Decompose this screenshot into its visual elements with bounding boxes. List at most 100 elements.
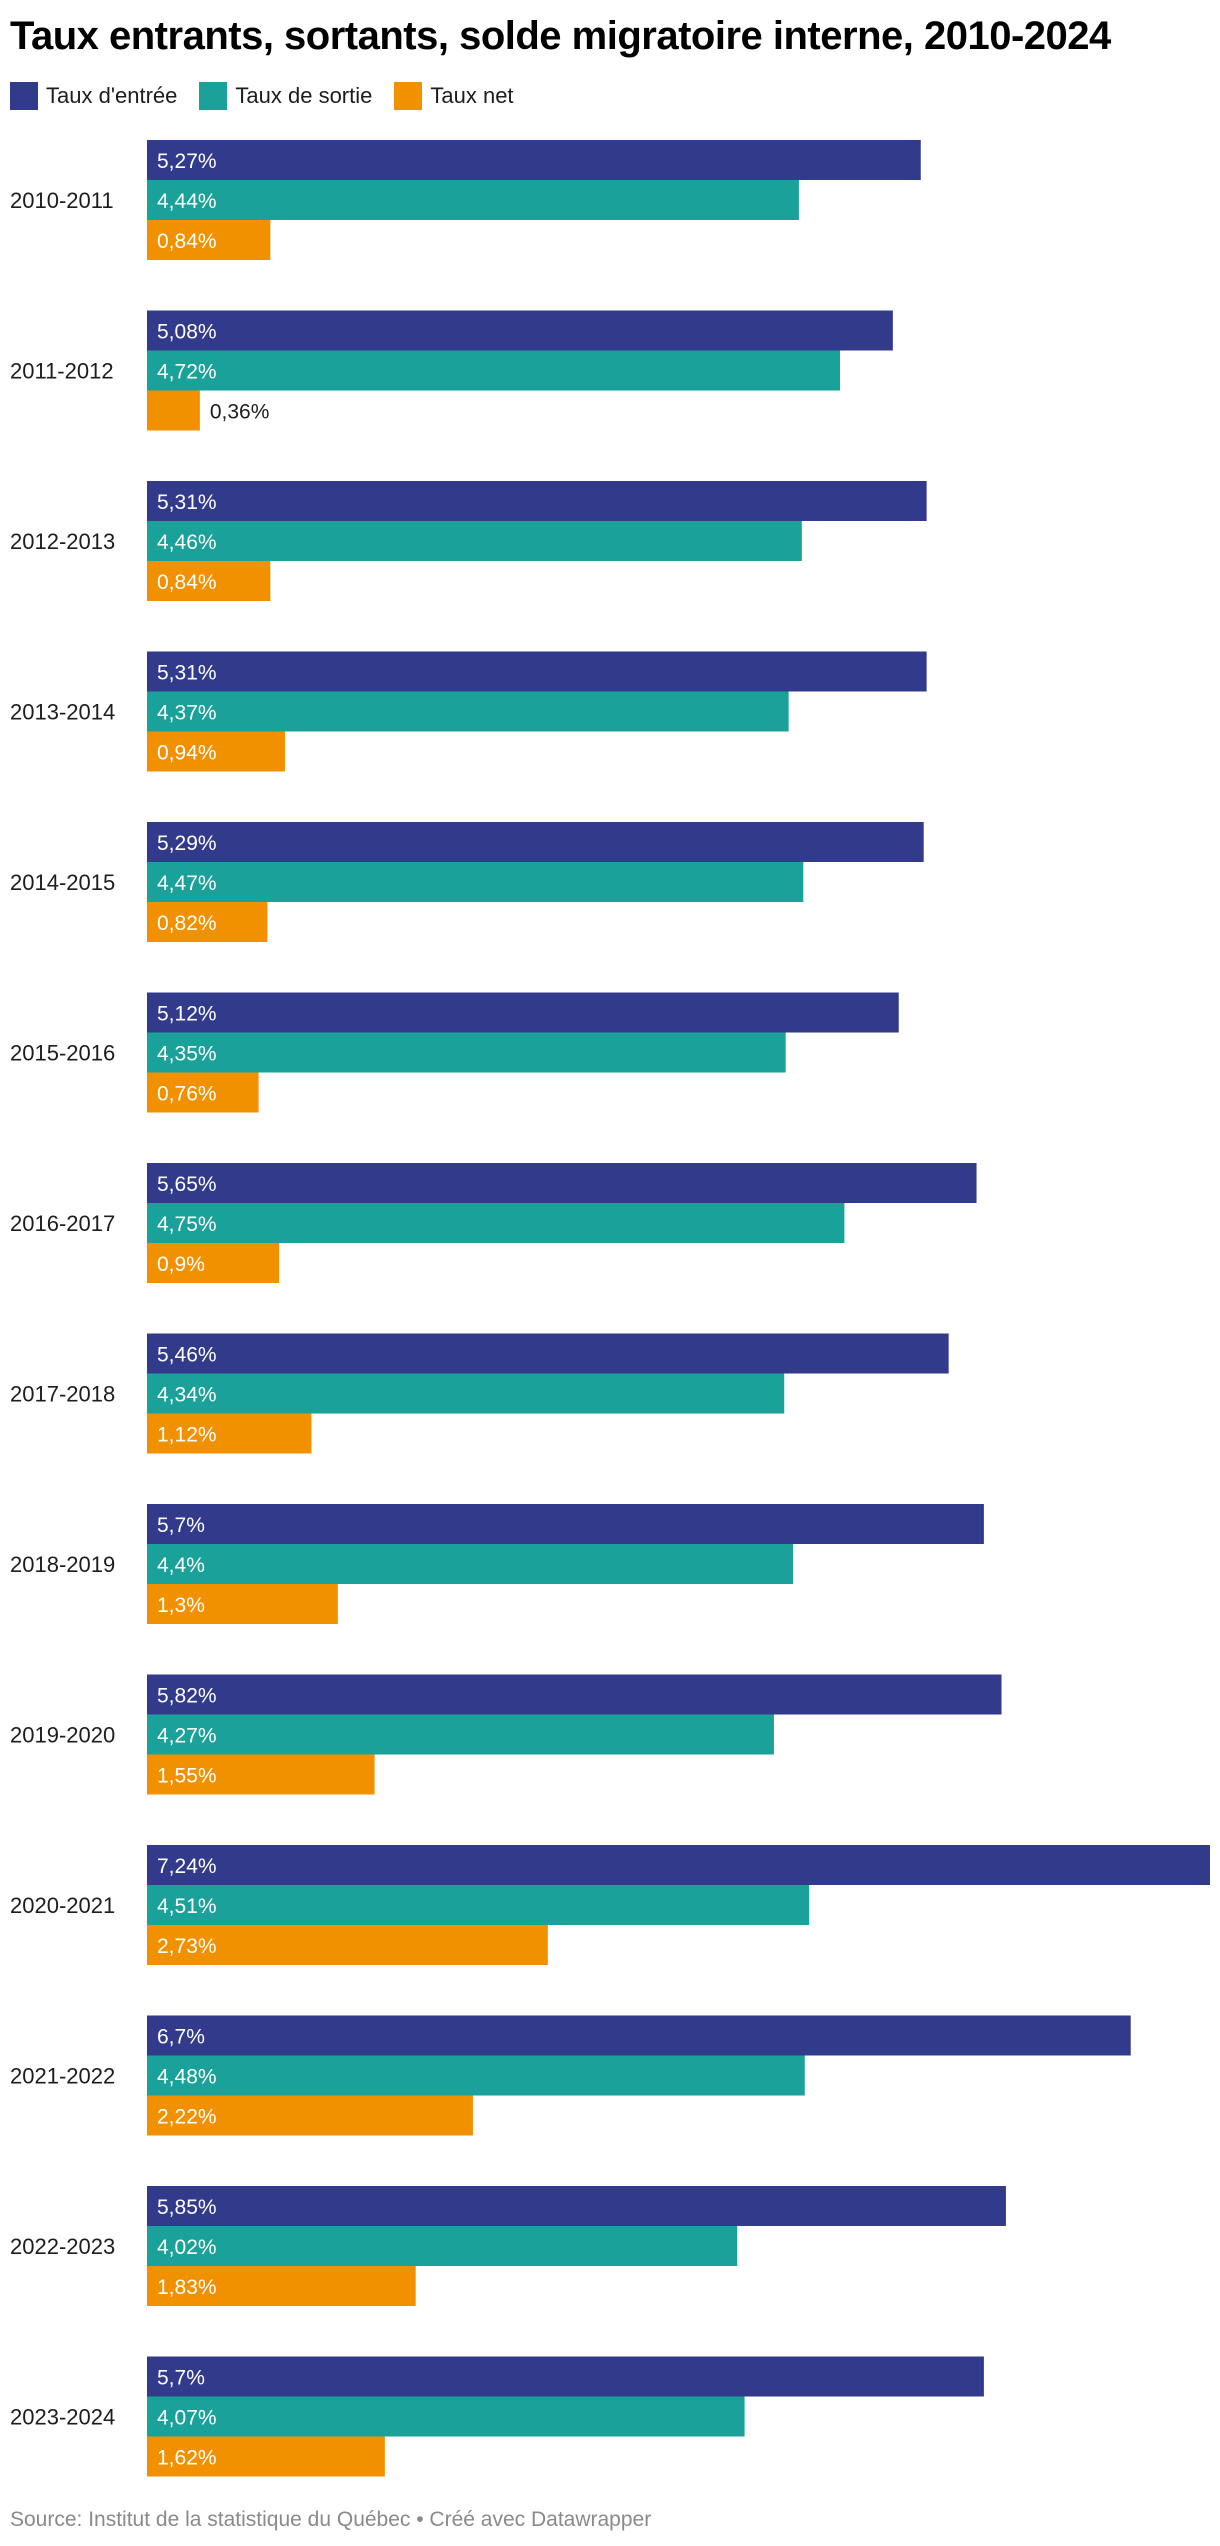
data-label-entree: 5,08% bbox=[157, 321, 217, 344]
data-label-net: 1,3% bbox=[157, 1594, 205, 1617]
bar-net-2015-2016 bbox=[147, 1072, 259, 1113]
bar-sortie-2015-2016 bbox=[147, 1032, 786, 1073]
data-label-sortie: 4,35% bbox=[157, 1043, 217, 1066]
category-label: 2015-2016 bbox=[10, 1041, 115, 1066]
bar-group-2010-2011: 2010-2011 5,27% 4,44% 0,84% bbox=[10, 140, 921, 260]
bar-net-2014-2015 bbox=[147, 902, 268, 942]
data-label-net: 0,84% bbox=[157, 230, 217, 253]
data-label-net: 1,62% bbox=[157, 2447, 217, 2470]
data-label-entree: 5,7% bbox=[157, 1514, 205, 1537]
data-label-entree: 5,31% bbox=[157, 491, 217, 514]
bar-sortie-2010-2011 bbox=[147, 180, 799, 220]
data-label-net: 0,9% bbox=[157, 1253, 205, 1276]
bar-sortie-2012-2013 bbox=[147, 521, 802, 561]
bar-group-2018-2019: 2018-2019 5,7% 4,4% 1,3% bbox=[10, 1504, 984, 1624]
bar-net-2017-2018 bbox=[147, 1413, 312, 1454]
category-label: 2022-2023 bbox=[10, 2234, 115, 2259]
bar-group-2016-2017: 2016-2017 5,65% 4,75% 0,9% bbox=[10, 1163, 977, 1283]
data-label-net: 1,55% bbox=[157, 1765, 217, 1788]
bar-entree-2013-2014 bbox=[147, 651, 927, 692]
bar-group-2019-2020: 2019-2020 5,82% 4,27% 1,55% bbox=[10, 1674, 1002, 1795]
bar-group-2015-2016: 2015-2016 5,12% 4,35% 0,76% bbox=[10, 992, 899, 1113]
data-label-net: 0,36% bbox=[210, 401, 270, 424]
legend-item-entree: Taux d'entrée bbox=[10, 82, 177, 110]
bar-group-2022-2023: 2022-2023 5,85% 4,02% 1,83% bbox=[10, 2186, 1006, 2306]
category-label: 2023-2024 bbox=[10, 2405, 115, 2430]
bar-net-2021-2022 bbox=[147, 2095, 473, 2136]
bar-sortie-2021-2022 bbox=[147, 2055, 805, 2096]
legend: Taux d'entrée Taux de sortie Taux net bbox=[10, 82, 514, 110]
data-label-net: 2,22% bbox=[157, 2106, 217, 2129]
data-label-entree: 5,46% bbox=[157, 1344, 217, 1367]
bar-group-2023-2024: 2023-2024 5,7% 4,07% 1,62% bbox=[10, 2356, 984, 2477]
data-label-sortie: 4,37% bbox=[157, 702, 217, 725]
legend-swatch-sortie bbox=[199, 82, 228, 110]
bar-entree-2019-2020 bbox=[147, 1674, 1002, 1715]
data-label-net: 0,84% bbox=[157, 571, 217, 594]
bar-entree-2018-2019 bbox=[147, 1504, 984, 1544]
bar-net-2023-2024 bbox=[147, 2436, 385, 2477]
data-label-net: 0,82% bbox=[157, 912, 217, 935]
data-label-entree: 7,24% bbox=[157, 1855, 217, 1878]
data-label-entree: 5,29% bbox=[157, 832, 217, 855]
data-label-sortie: 4,51% bbox=[157, 1895, 217, 1918]
legend-item-net: Taux net bbox=[394, 82, 514, 110]
category-label: 2021-2022 bbox=[10, 2064, 115, 2089]
legend-swatch-net bbox=[394, 82, 423, 110]
source-note: Source: Institut de la statistique du Qu… bbox=[10, 2508, 652, 2531]
bar-entree-2020-2021 bbox=[147, 1845, 1210, 1885]
legend-item-sortie: Taux de sortie bbox=[199, 82, 372, 110]
category-label: 2020-2021 bbox=[10, 1893, 115, 1918]
legend-label-sortie: Taux de sortie bbox=[235, 83, 373, 108]
bar-sortie-2020-2021 bbox=[147, 1885, 810, 1925]
bar-entree-2010-2011 bbox=[147, 140, 921, 180]
data-label-sortie: 4,34% bbox=[157, 1384, 217, 1407]
bar-entree-2016-2017 bbox=[147, 1163, 977, 1203]
data-label-entree: 5,27% bbox=[157, 150, 217, 173]
data-label-net: 1,83% bbox=[157, 2276, 217, 2299]
data-label-entree: 5,7% bbox=[157, 2367, 205, 2390]
data-label-entree: 5,82% bbox=[157, 1685, 217, 1708]
bar-net-2010-2011 bbox=[147, 220, 271, 260]
data-label-entree: 5,65% bbox=[157, 1173, 217, 1196]
legend-label-net: Taux net bbox=[430, 83, 514, 108]
category-label: 2013-2014 bbox=[10, 700, 115, 725]
bar-sortie-2017-2018 bbox=[147, 1373, 785, 1414]
bar-group-2012-2013: 2012-2013 5,31% 4,46% 0,84% bbox=[10, 481, 927, 601]
category-label: 2010-2011 bbox=[10, 188, 114, 213]
data-label-entree: 5,31% bbox=[157, 662, 217, 685]
category-label: 2019-2020 bbox=[10, 1723, 115, 1748]
bar-net-2022-2023 bbox=[147, 2266, 416, 2306]
bar-group-2020-2021: 2020-2021 7,24% 4,51% 2,73% bbox=[10, 1845, 1210, 1965]
bar-sortie-2018-2019 bbox=[147, 1544, 794, 1584]
bar-sortie-2019-2020 bbox=[147, 1714, 774, 1755]
bar-net-2011-2012 bbox=[147, 390, 200, 431]
bar-net-2020-2021 bbox=[147, 1925, 548, 1965]
bar-group-2011-2012: 2011-2012 5,08% 4,72% 0,36% bbox=[10, 310, 893, 431]
bar-group-2017-2018: 2017-2018 5,46% 4,34% 1,12% bbox=[10, 1333, 949, 1454]
bar-sortie-2016-2017 bbox=[147, 1203, 845, 1243]
category-label: 2014-2015 bbox=[10, 870, 115, 895]
data-label-net: 0,94% bbox=[157, 742, 217, 765]
bar-entree-2021-2022 bbox=[147, 2015, 1131, 2056]
bar-group-2021-2022: 2021-2022 6,7% 4,48% 2,22% bbox=[10, 2015, 1131, 2136]
data-label-sortie: 4,44% bbox=[157, 190, 217, 213]
data-label-net: 0,76% bbox=[157, 1083, 217, 1106]
data-label-sortie: 4,75% bbox=[157, 1213, 217, 1236]
bar-net-2019-2020 bbox=[147, 1754, 375, 1795]
bar-entree-2022-2023 bbox=[147, 2186, 1006, 2226]
chart-title: Taux entrants, sortants, solde migratoir… bbox=[10, 14, 1111, 58]
data-label-sortie: 4,72% bbox=[157, 361, 217, 384]
bar-sortie-2011-2012 bbox=[147, 350, 841, 391]
bar-group-2014-2015: 2014-2015 5,29% 4,47% 0,82% bbox=[10, 822, 924, 942]
category-label: 2012-2013 bbox=[10, 529, 115, 554]
bar-entree-2017-2018 bbox=[147, 1333, 949, 1374]
data-label-sortie: 4,4% bbox=[157, 1554, 205, 1577]
legend-swatch-entree bbox=[10, 82, 38, 110]
data-label-sortie: 4,27% bbox=[157, 1725, 217, 1748]
category-label: 2011-2012 bbox=[10, 359, 114, 384]
data-label-entree: 6,7% bbox=[157, 2026, 205, 2049]
bar-entree-2011-2012 bbox=[147, 310, 893, 351]
bar-entree-2012-2013 bbox=[147, 481, 927, 521]
